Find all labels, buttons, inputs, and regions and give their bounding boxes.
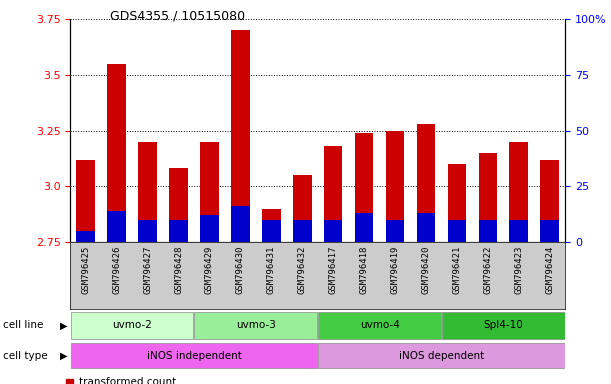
- Bar: [541, 159, 559, 242]
- Text: uvmo-2: uvmo-2: [112, 320, 152, 331]
- Bar: [71, 312, 194, 339]
- Bar: [169, 169, 188, 242]
- Bar: [510, 220, 528, 242]
- Text: GSM796425: GSM796425: [81, 245, 90, 294]
- Bar: [541, 220, 559, 242]
- Bar: [324, 146, 343, 242]
- Bar: [318, 312, 441, 339]
- Bar: [293, 175, 312, 242]
- Bar: [169, 220, 188, 242]
- Bar: [355, 213, 373, 242]
- Bar: [442, 312, 565, 339]
- Text: ▶: ▶: [60, 351, 67, 361]
- Text: GSM796422: GSM796422: [483, 245, 492, 294]
- Bar: [138, 220, 157, 242]
- Text: uvmo-4: uvmo-4: [360, 320, 400, 331]
- Bar: [448, 164, 466, 242]
- Bar: [417, 213, 435, 242]
- Text: iNOS dependent: iNOS dependent: [399, 351, 484, 361]
- Text: GSM796417: GSM796417: [329, 245, 338, 294]
- Text: GSM796432: GSM796432: [298, 245, 307, 294]
- Text: GSM796426: GSM796426: [112, 245, 121, 294]
- Bar: [262, 209, 280, 242]
- Bar: [478, 153, 497, 242]
- Text: cell line: cell line: [3, 320, 43, 331]
- Bar: [417, 124, 435, 242]
- Text: GSM796419: GSM796419: [390, 245, 400, 294]
- Text: GSM796429: GSM796429: [205, 245, 214, 294]
- Bar: [231, 30, 250, 242]
- Bar: [200, 215, 219, 242]
- Bar: [76, 159, 95, 242]
- Bar: [478, 220, 497, 242]
- Bar: [108, 64, 126, 242]
- Bar: [231, 206, 250, 242]
- Bar: [138, 142, 157, 242]
- Bar: [76, 231, 95, 242]
- Bar: [200, 142, 219, 242]
- Text: GDS4355 / 10515080: GDS4355 / 10515080: [110, 10, 245, 23]
- Text: ▶: ▶: [60, 320, 67, 331]
- Bar: [318, 343, 565, 368]
- Bar: [71, 343, 317, 368]
- Text: transformed count: transformed count: [79, 377, 177, 384]
- Bar: [194, 312, 317, 339]
- Bar: [448, 220, 466, 242]
- Bar: [324, 220, 343, 242]
- Bar: [510, 142, 528, 242]
- Text: iNOS independent: iNOS independent: [147, 351, 241, 361]
- Text: GSM796418: GSM796418: [360, 245, 368, 294]
- Bar: [108, 211, 126, 242]
- Text: GSM796427: GSM796427: [143, 245, 152, 294]
- Bar: [355, 133, 373, 242]
- Text: GSM796431: GSM796431: [267, 245, 276, 294]
- Text: GSM796423: GSM796423: [514, 245, 523, 294]
- Text: GSM796428: GSM796428: [174, 245, 183, 294]
- Bar: [293, 220, 312, 242]
- Bar: [262, 220, 280, 242]
- Text: GSM796430: GSM796430: [236, 245, 245, 294]
- Text: GSM796420: GSM796420: [422, 245, 431, 294]
- Text: GSM796421: GSM796421: [452, 245, 461, 294]
- Bar: [386, 220, 404, 242]
- Text: Spl4-10: Spl4-10: [483, 320, 523, 331]
- Text: uvmo-3: uvmo-3: [236, 320, 276, 331]
- Text: GSM796424: GSM796424: [545, 245, 554, 294]
- Text: cell type: cell type: [3, 351, 48, 361]
- Bar: [386, 131, 404, 242]
